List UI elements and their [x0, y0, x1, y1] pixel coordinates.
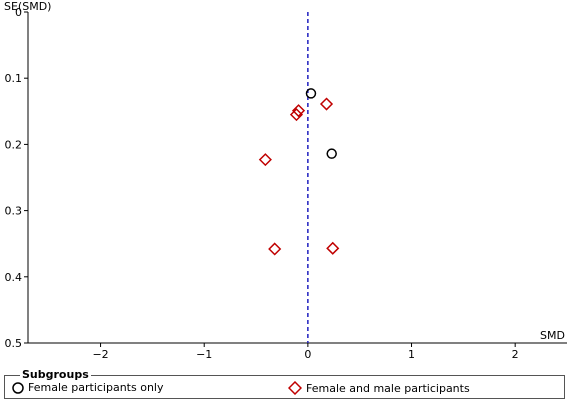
data-point-diamond — [258, 153, 272, 167]
data-point-diamond — [319, 97, 334, 111]
legend-title: Subgroups — [20, 368, 91, 381]
data-point-diamond — [326, 241, 340, 255]
x-tick-label: −2 — [92, 348, 108, 361]
x-tick-label: 1 — [408, 348, 415, 361]
funnel-plot: 0 0.1 0.2 0.3 0.4 0.5 −2 −1 0 1 2 SE(SMD) SMD — [4, 0, 567, 361]
data-points — [258, 88, 340, 256]
legend-item-female-male: Female and male participants — [288, 381, 470, 395]
y-tick-label: 0.4 — [5, 271, 23, 284]
y-tick-label: 0.3 — [5, 205, 23, 218]
data-point-diamond — [291, 104, 306, 118]
axis-ticks: 0 0.1 0.2 0.3 0.4 0.5 −2 −1 0 1 2 — [5, 6, 519, 361]
x-tick-label: 2 — [512, 348, 519, 361]
data-point-circle — [305, 88, 317, 99]
x-tick-label: −1 — [196, 348, 212, 361]
diamond-marker-icon — [288, 381, 302, 395]
legend-label-female-male: Female and male participants — [306, 381, 470, 395]
x-tick-label: 0 — [304, 348, 311, 361]
x-axis-title: SMD — [540, 329, 565, 342]
legend-label-female-only: Female participants only — [28, 381, 164, 394]
y-tick-label: 0.5 — [5, 337, 23, 350]
legend-item-female-only: Female participants only — [12, 381, 164, 394]
y-tick-label: 0.2 — [5, 138, 23, 151]
data-point-diamond — [268, 242, 282, 256]
y-axis-title: SE(SMD) — [4, 0, 51, 13]
legend-box — [4, 375, 565, 399]
data-point-circle — [326, 148, 337, 159]
data-point-diamond — [289, 108, 304, 122]
y-tick-label: 0.1 — [5, 72, 23, 85]
plot-axes — [27, 12, 567, 344]
y-tick-label: 0 — [15, 6, 22, 19]
circle-marker-icon — [12, 381, 24, 394]
